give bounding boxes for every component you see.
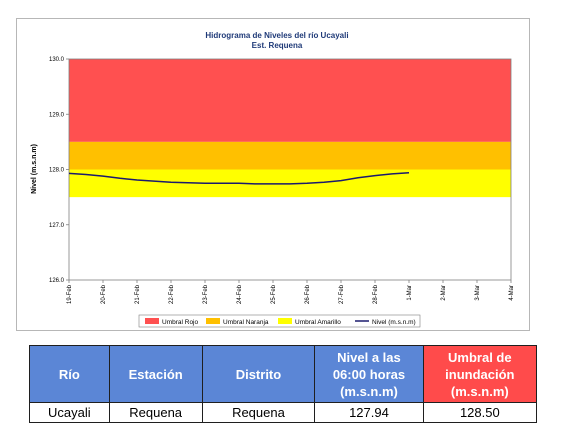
legend-label-umbral-rojo: Umbral Rojo xyxy=(162,319,199,326)
cell-estacion: Requena xyxy=(108,402,203,423)
band-umbral-naranja xyxy=(69,141,511,170)
cell-distrito: Requena xyxy=(201,402,316,423)
band-umbral-rojo xyxy=(69,59,511,142)
x-tick-label: 27-Feb xyxy=(339,284,345,304)
legend-label-umbral-amarillo: Umbral Amarillo xyxy=(295,319,341,326)
hydrograph-chart: Hidrograma de Niveles del río Ucayali Es… xyxy=(31,31,515,328)
axes: 126.0 127.0 128.0 129.0 130.0 19-Feb 20-Feb 21-… xyxy=(49,57,515,304)
header-rio: Río xyxy=(29,345,110,403)
x-tick-label: 23-Feb xyxy=(203,284,209,304)
legend: Umbral Rojo Umbral Naranja Umbral Amaril… xyxy=(138,314,421,328)
x-tick-label: 1-Mar xyxy=(407,285,413,301)
x-tick-label: 3-Mar xyxy=(475,285,481,301)
x-tick-label: 2-Mar xyxy=(441,285,447,301)
chart-title: Hidrograma de Niveles del río Ucayali xyxy=(205,31,348,40)
series-line-nivel xyxy=(68,172,410,185)
x-tick-label: 19-Feb xyxy=(67,284,73,304)
x-tick-label: 20-Feb xyxy=(101,284,107,304)
cell-umbral: 128.50 xyxy=(422,402,538,423)
series-layer xyxy=(68,172,410,185)
legend-swatch-umbral-naranja xyxy=(206,318,220,324)
y-tick-label: 126.0 xyxy=(49,278,65,284)
threshold-bands xyxy=(69,59,511,198)
chart-subtitle: Est. Requena xyxy=(252,41,303,50)
y-tick-label: 127.0 xyxy=(49,223,65,229)
y-tick-label: 129.0 xyxy=(49,112,65,118)
x-tick-label: 25-Feb xyxy=(271,284,277,304)
level-summary-table: Río Estación Distrito Nivel a las 06:00 … xyxy=(29,345,538,423)
x-tick-label: 22-Feb xyxy=(169,284,175,304)
header-estacion: Estación xyxy=(108,345,203,403)
x-tick-label: 28-Feb xyxy=(373,284,379,304)
cell-rio: Ucayali xyxy=(29,402,110,423)
table-row: Ucayali Requena Requena 127.94 128.50 xyxy=(29,402,538,423)
x-tick-label: 26-Feb xyxy=(305,284,311,304)
header-distrito: Distrito xyxy=(201,345,316,403)
table-header-row: Río Estación Distrito Nivel a las 06:00 … xyxy=(29,345,538,403)
x-tick-label: 21-Feb xyxy=(135,284,141,304)
legend-label-nivel: Nivel (m.s.n.m) xyxy=(372,319,416,326)
y-axis-label: Nivel (m.s.n.m) xyxy=(31,144,38,194)
y-tick-label: 128.0 xyxy=(49,168,65,174)
legend-swatch-umbral-rojo xyxy=(145,318,159,324)
legend-swatch-umbral-amarillo xyxy=(278,318,292,324)
cell-nivel: 127.94 xyxy=(314,402,424,423)
header-nivel: Nivel a las 06:00 horas (m.s.n.m) xyxy=(314,345,424,403)
x-tick-label: 4-Mar xyxy=(509,285,515,301)
y-tick-label: 130.0 xyxy=(49,57,65,63)
x-tick-label: 24-Feb xyxy=(237,284,243,304)
chart-panel: Hidrograma de Niveles del río Ucayali Es… xyxy=(16,18,530,331)
header-umbral: Umbral de inundación (m.s.n.m) xyxy=(422,345,538,403)
legend-label-umbral-naranja: Umbral Naranja xyxy=(223,319,269,326)
